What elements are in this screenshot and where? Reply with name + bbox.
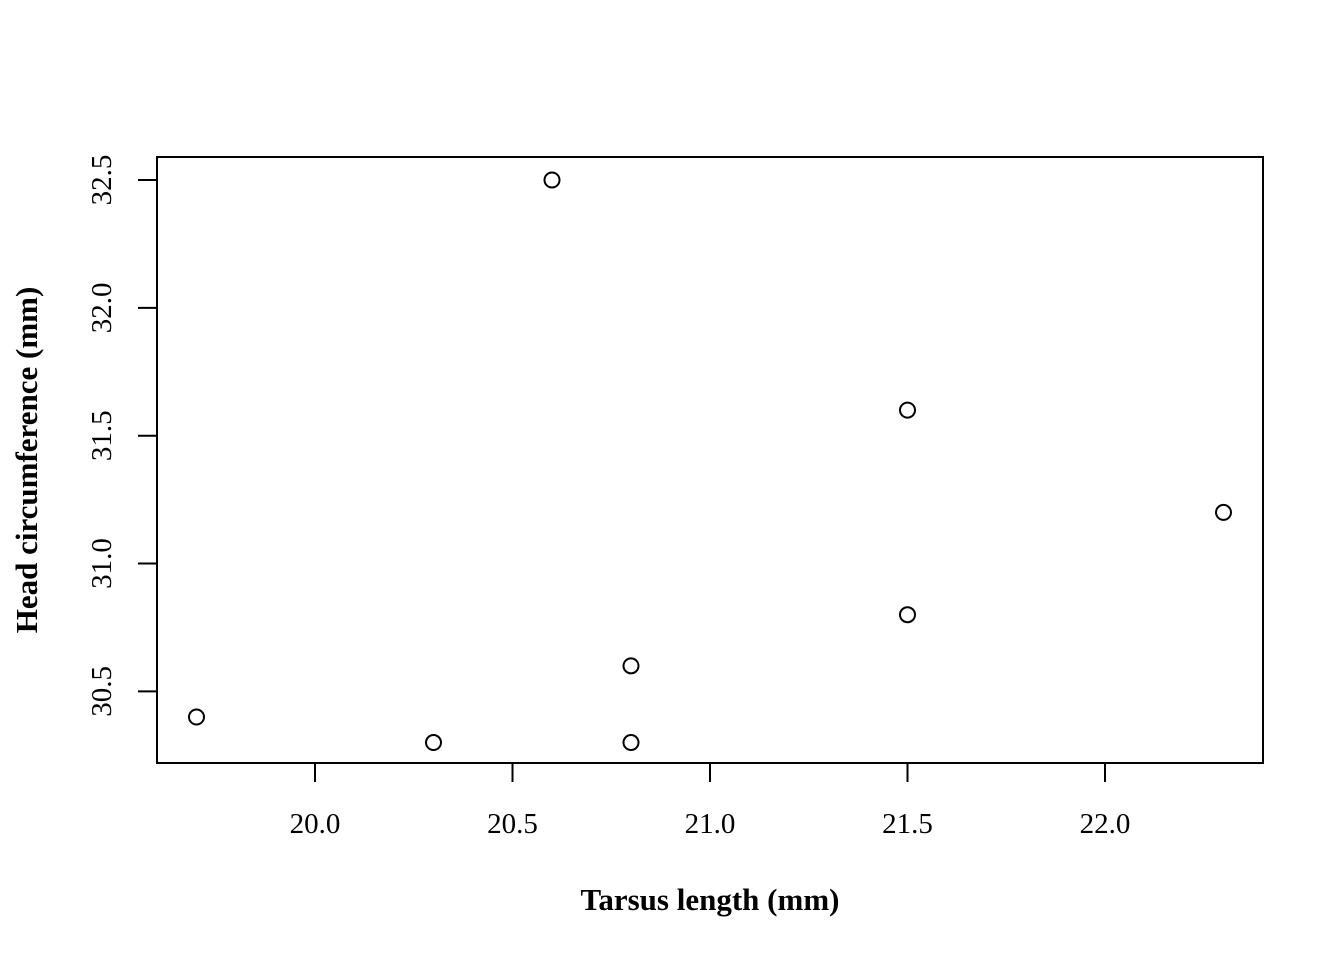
y-tick-label: 32.0 xyxy=(86,282,118,333)
data-points xyxy=(188,171,1232,752)
data-point xyxy=(425,734,442,752)
y-tick-label: 30.5 xyxy=(86,666,118,717)
y-tick-label: 31.0 xyxy=(86,538,118,589)
data-point xyxy=(899,606,916,624)
x-axis: 20.0 20.5 21.0 21.5 22.0 xyxy=(290,762,1131,840)
x-axis-title: Tarsus length (mm) xyxy=(581,882,840,917)
y-axis: 30.5 31.0 31.5 32.0 32.5 xyxy=(86,155,158,717)
x-tick-label: 21.5 xyxy=(882,808,933,840)
data-point xyxy=(899,401,916,419)
x-tick-label: 21.0 xyxy=(685,808,736,840)
data-point xyxy=(622,657,640,675)
y-tick-label: 32.5 xyxy=(86,155,118,206)
x-tick-label: 22.0 xyxy=(1080,808,1131,840)
data-point xyxy=(543,171,561,189)
x-tick-label: 20.5 xyxy=(487,808,538,840)
y-axis-title: Head circumference (mm) xyxy=(9,287,44,634)
plot-frame xyxy=(156,156,1264,764)
x-tick-label: 20.0 xyxy=(290,808,341,840)
y-tick-label: 31.5 xyxy=(86,410,118,461)
data-point xyxy=(1215,503,1232,521)
data-point xyxy=(188,708,205,726)
data-point xyxy=(622,734,640,752)
